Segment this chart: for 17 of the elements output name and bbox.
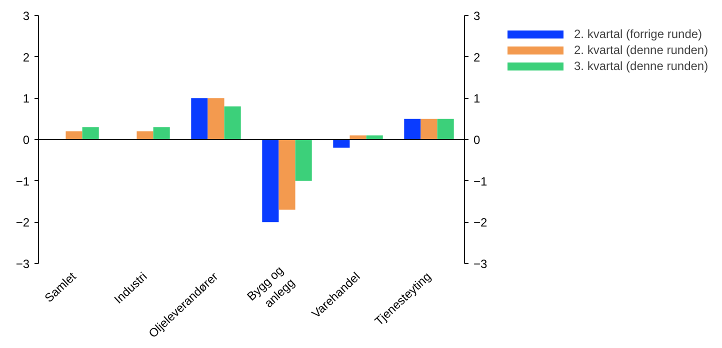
y-tick-label: −3 [16,257,30,271]
y-tick-label: 2 [22,50,30,64]
y2-tick-label: 0 [474,133,480,147]
y2-tick-label: 2 [474,50,480,64]
y-tick-label: 1 [22,92,30,106]
y-tick-label: 3 [22,9,30,23]
y2-tick-label: −2 [474,216,488,230]
legend-label: 2. kvartal (denne runden) [574,43,708,57]
y-tick-label: 0 [22,133,30,147]
legend-label: 3. kvartal (denne runden) [574,59,708,73]
y-tick-label: −1 [16,174,30,188]
legend-label: 2. kvartal (forrige runde) [574,27,702,41]
y-tick-label: −2 [16,216,30,230]
y2-tick-label: 3 [474,9,480,23]
y2-tick-label: −3 [474,257,488,271]
y2-tick-label: 1 [474,92,480,106]
y2-tick-label: −1 [474,174,488,188]
